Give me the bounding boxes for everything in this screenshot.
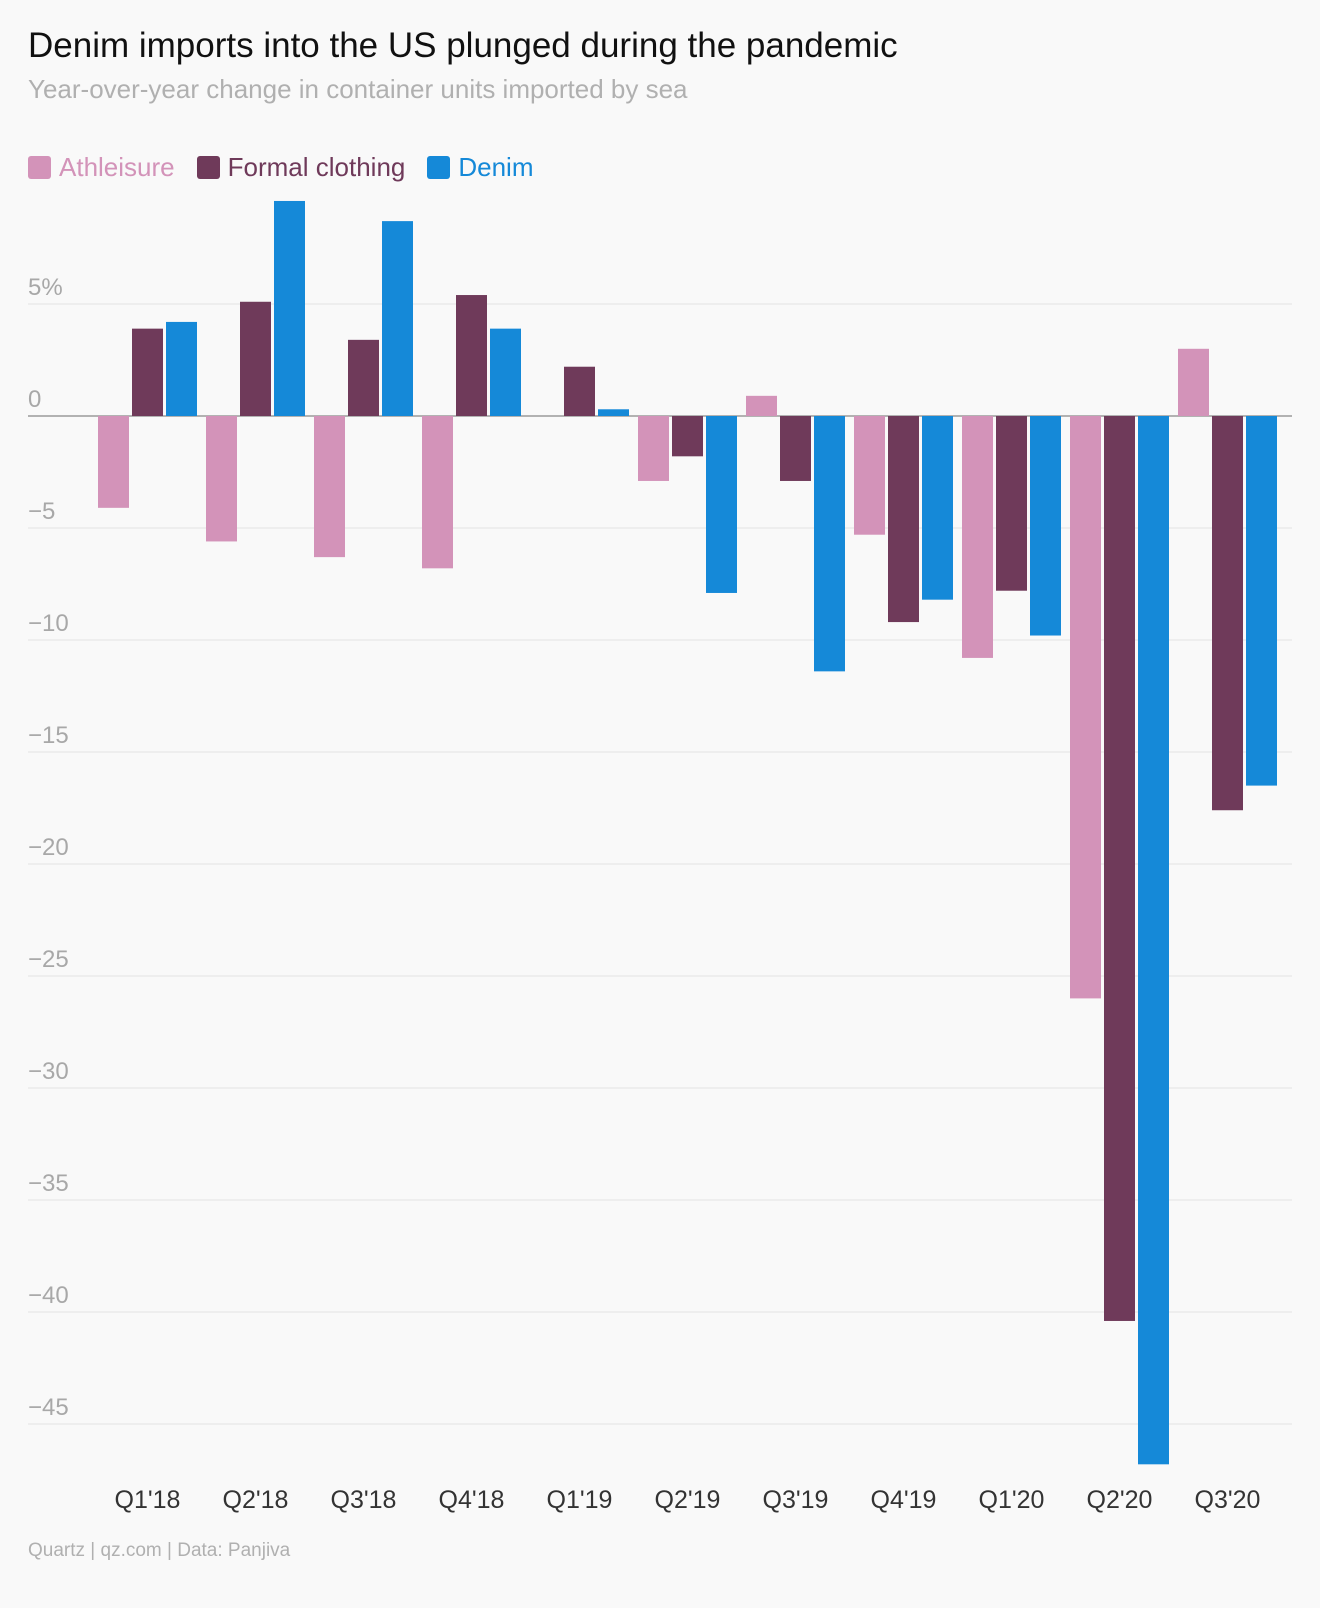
bar-formal-clothing <box>996 416 1027 591</box>
bar-formal-clothing <box>132 328 163 416</box>
x-tick-label: Q3'18 <box>331 1486 397 1514</box>
y-tick-label: −10 <box>28 610 69 637</box>
bar-formal-clothing <box>780 416 811 481</box>
legend-item-athleisure: Athleisure <box>28 152 175 183</box>
bar-athleisure <box>962 416 993 658</box>
bar-formal-clothing <box>564 366 595 416</box>
x-tick-label: Q1'18 <box>115 1486 181 1514</box>
y-axis-labels: 5% 0 −5 −10 −15 −20 −25 −30 −35 −40 −45 <box>28 274 69 1421</box>
y-tick-label: −45 <box>28 1394 69 1421</box>
x-tick-label: Q2'20 <box>1087 1486 1153 1514</box>
bar-formal-clothing <box>1104 416 1135 1321</box>
legend-swatch-denim <box>427 156 451 179</box>
bar-athleisure <box>1070 416 1101 999</box>
bar-denim <box>274 200 305 416</box>
bar-denim <box>382 221 413 416</box>
chart-subtitle: Year-over-year change in container units… <box>28 74 688 104</box>
x-tick-label: Q4'19 <box>871 1486 937 1514</box>
bar-athleisure <box>1178 348 1209 416</box>
chart-legend: Athleisure Formal clothing Denim <box>28 152 556 183</box>
legend-swatch-athleisure <box>28 156 51 179</box>
bar-athleisure <box>206 416 237 542</box>
x-tick-label: Q1'19 <box>547 1486 613 1514</box>
bar-denim <box>1246 416 1277 786</box>
y-tick-label: −15 <box>28 722 69 749</box>
bar-denim <box>598 409 629 416</box>
y-tick-label: −40 <box>28 1282 69 1309</box>
bar-athleisure <box>422 416 453 569</box>
bar-denim <box>922 416 953 600</box>
x-tick-label: Q3'19 <box>763 1486 829 1514</box>
bar-formal-clothing <box>348 339 379 416</box>
bar-athleisure <box>638 416 669 481</box>
legend-item-formal-clothing: Formal clothing <box>196 152 406 183</box>
x-tick-label: Q2'19 <box>655 1486 721 1514</box>
source-credit: Quartz | qz.com | Data: Panjiva <box>28 1540 291 1561</box>
y-tick-label: −30 <box>28 1058 69 1085</box>
y-tick-label: −20 <box>28 834 69 861</box>
bar-denim <box>490 328 521 416</box>
y-tick-label: −25 <box>28 946 69 973</box>
bar-denim <box>814 416 845 672</box>
legend-item-denim: Denim <box>427 152 534 183</box>
bar-athleisure <box>746 395 777 416</box>
y-tick-label: 5% <box>28 274 63 301</box>
bar-denim <box>1138 416 1169 1465</box>
bar-denim <box>706 416 737 593</box>
x-tick-label: Q4'18 <box>439 1486 505 1514</box>
bar-formal-clothing <box>672 416 703 457</box>
x-tick-label: Q2'18 <box>223 1486 289 1514</box>
x-tick-label: Q3'20 <box>1195 1486 1261 1514</box>
bar-denim <box>1030 416 1061 636</box>
chart-title: Denim imports into the US plunged during… <box>28 26 898 65</box>
y-tick-label: −35 <box>28 1170 69 1197</box>
bars <box>98 200 1277 1465</box>
legend-swatch-formal-clothing <box>196 156 220 179</box>
legend-label-denim: Denim <box>458 152 534 182</box>
legend-label-athleisure: Athleisure <box>59 152 175 182</box>
legend-label-formal-clothing: Formal clothing <box>227 152 406 182</box>
bar-athleisure <box>314 416 345 558</box>
bar-athleisure <box>854 416 885 535</box>
bar-formal-clothing <box>888 416 919 623</box>
x-tick-label: Q1'20 <box>979 1486 1045 1514</box>
y-tick-label: −5 <box>28 498 55 525</box>
bar-formal-clothing <box>240 301 271 416</box>
y-tick-label: 0 <box>28 386 41 413</box>
bar-athleisure <box>98 416 129 508</box>
x-axis-labels: Q1'18 Q2'18 Q3'18 Q4'18 Q1'19 Q2'19 Q3'19 Q4'19… <box>115 1486 1261 1514</box>
bar-formal-clothing <box>1212 416 1243 811</box>
bar-denim <box>166 321 197 416</box>
bar-formal-clothing <box>456 295 487 416</box>
